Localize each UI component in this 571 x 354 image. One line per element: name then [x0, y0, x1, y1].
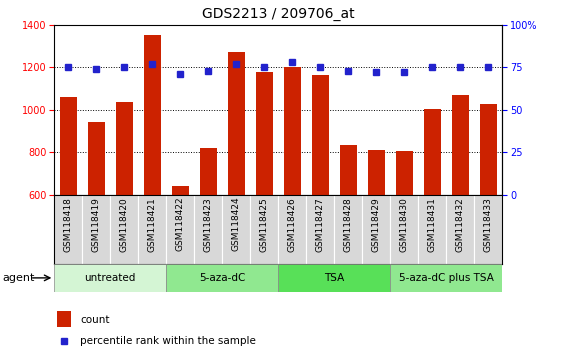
Text: 5-aza-dC: 5-aza-dC: [199, 273, 246, 283]
Text: GSM118428: GSM118428: [344, 197, 353, 252]
Text: GSM118422: GSM118422: [176, 197, 185, 251]
Text: untreated: untreated: [85, 273, 136, 283]
Text: GSM118429: GSM118429: [372, 197, 381, 252]
Text: count: count: [80, 315, 110, 325]
Bar: [250, 195, 279, 264]
Text: TSA: TSA: [324, 273, 344, 283]
Text: GSM118431: GSM118431: [428, 197, 437, 252]
Text: agent: agent: [3, 273, 35, 283]
Bar: [363, 195, 391, 264]
Bar: [54, 264, 166, 292]
Bar: [88, 122, 104, 195]
Bar: [396, 151, 413, 195]
Bar: [368, 150, 385, 195]
Bar: [172, 186, 188, 195]
Text: 5-aza-dC plus TSA: 5-aza-dC plus TSA: [399, 273, 494, 283]
Text: GSM118426: GSM118426: [288, 197, 297, 252]
Text: GSM118425: GSM118425: [260, 197, 269, 252]
Bar: [116, 102, 132, 195]
Text: GSM118423: GSM118423: [204, 197, 213, 252]
Bar: [419, 195, 447, 264]
Bar: [57, 311, 71, 327]
Bar: [194, 195, 222, 264]
Bar: [284, 67, 301, 195]
Bar: [166, 264, 278, 292]
Text: percentile rank within the sample: percentile rank within the sample: [80, 336, 256, 346]
Bar: [307, 195, 335, 264]
Bar: [82, 195, 110, 264]
Bar: [452, 95, 469, 195]
Bar: [475, 195, 502, 264]
Bar: [222, 195, 250, 264]
Bar: [480, 104, 497, 195]
Text: GSM118420: GSM118420: [120, 197, 129, 252]
Bar: [54, 195, 82, 264]
Text: GSM118432: GSM118432: [456, 197, 465, 252]
Bar: [110, 195, 138, 264]
Bar: [391, 195, 419, 264]
Bar: [391, 264, 502, 292]
Text: GDS2213 / 209706_at: GDS2213 / 209706_at: [202, 7, 355, 21]
Bar: [256, 72, 273, 195]
Bar: [200, 148, 217, 195]
Text: GSM118418: GSM118418: [64, 197, 73, 252]
Bar: [166, 195, 194, 264]
Bar: [447, 195, 475, 264]
Text: GSM118433: GSM118433: [484, 197, 493, 252]
Text: GSM118427: GSM118427: [316, 197, 325, 252]
Text: GSM118419: GSM118419: [92, 197, 100, 252]
Text: GSM118424: GSM118424: [232, 197, 241, 251]
Text: GSM118430: GSM118430: [400, 197, 409, 252]
Bar: [279, 195, 307, 264]
Bar: [335, 195, 363, 264]
Bar: [424, 109, 441, 195]
Text: GSM118421: GSM118421: [148, 197, 157, 252]
Bar: [340, 145, 357, 195]
Bar: [138, 195, 166, 264]
Bar: [144, 35, 160, 195]
Bar: [228, 52, 245, 195]
Bar: [60, 97, 77, 195]
Bar: [279, 264, 391, 292]
Bar: [312, 75, 329, 195]
